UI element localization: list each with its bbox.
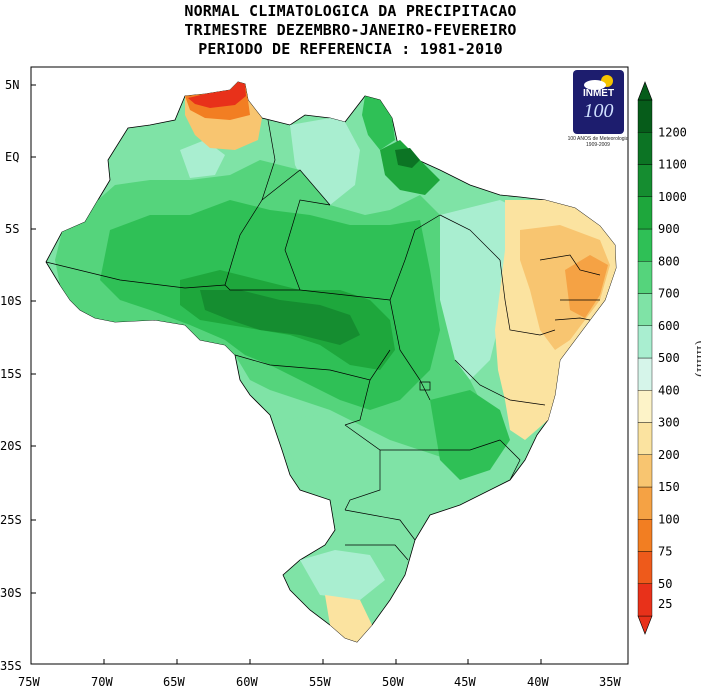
lat-ticks — [31, 84, 36, 594]
zone-roraima-light — [180, 140, 225, 178]
lat-label-15s: 15S — [0, 367, 22, 381]
lat-tick-labels: 5N EQ 5S 10S 15S 20S 25S 30S 35S — [0, 78, 22, 673]
colorbar-swatch — [637, 519, 653, 552]
state-borders — [45, 119, 601, 561]
lon-label-55w: 55W — [309, 675, 331, 689]
sun-cloud-icon — [584, 75, 613, 90]
inmet-logo: INMET 100 — [573, 70, 624, 134]
lon-label-40w: 40W — [527, 675, 549, 689]
lon-label-60w: 60W — [236, 675, 258, 689]
colorbar-label: 900 — [658, 222, 680, 236]
lon-tick-labels: 75W 70W 65W 60W 55W 50W 45W 40W 35W — [18, 675, 621, 689]
colorbar-label: 500 — [658, 351, 680, 365]
lat-label-10s: 10S — [0, 294, 22, 308]
lat-label-20s: 20S — [0, 439, 22, 453]
zone-amapa-wet — [362, 96, 395, 150]
colorbar-swatch — [637, 132, 653, 165]
zone-marajo-wet — [395, 148, 420, 168]
colorbar-swatch — [637, 583, 653, 617]
colorbar-label: 75 — [658, 545, 672, 559]
colorbar-swatch — [637, 325, 653, 359]
zone-minas-800 — [430, 390, 510, 480]
colorbar-swatch — [637, 261, 653, 294]
colorbar-swatch — [637, 99, 653, 133]
colorbar-swatch — [637, 196, 653, 230]
colorbar-swatch — [637, 486, 653, 520]
colorbar-label: 1000 — [658, 190, 687, 204]
zone-south-dry — [325, 595, 372, 642]
colorbar-swatch — [637, 293, 653, 326]
colorbar-swatch — [637, 357, 653, 391]
colorbar-label: 150 — [658, 480, 680, 494]
colorbar-unit: (mm) — [693, 340, 701, 377]
colorbar-label: 400 — [658, 383, 680, 397]
colorbar-label: 700 — [658, 287, 680, 301]
colorbar-swatch — [637, 228, 653, 262]
lon-label-75w: 75W — [18, 675, 40, 689]
logo-number: 100 — [583, 100, 614, 122]
colorbar-label: 50 — [658, 577, 672, 591]
colorbar-swatch — [637, 164, 653, 197]
lat-label-eq: EQ — [5, 150, 19, 164]
colorbar-label: 100 — [658, 512, 680, 526]
title-line-3: PERIODO DE REFERENCIA : 1981-2010 — [198, 40, 503, 58]
lon-ticks — [103, 659, 542, 664]
colorbar-swatch — [637, 422, 653, 455]
colorbar-swatch — [637, 390, 653, 423]
colorbar-label: 1100 — [658, 158, 687, 172]
logo-caption: 100 ANOS de Meteorologia 1909-2009 — [567, 136, 629, 148]
zone-northeast-drier — [520, 225, 610, 350]
zone-400-500-east — [440, 200, 520, 380]
zone-roraima-25 — [188, 82, 246, 108]
logo-name: INMET — [582, 88, 615, 99]
lon-label-50w: 50W — [382, 675, 404, 689]
colorbar-min-arrow — [637, 615, 653, 635]
title-line-2: TRIMESTRE DEZEMBRO-JANEIRO-FEVEREIRO — [184, 21, 517, 39]
colorbar-label: 1200 — [658, 125, 687, 139]
colorbar: 25 50 75 100 150 200 300 400 500 600 700 800 900 1000… — [637, 81, 687, 635]
lat-label-5n: 5N — [5, 78, 19, 92]
lon-label-65w: 65W — [163, 675, 185, 689]
lat-label-25s: 25S — [0, 513, 22, 527]
zone-amazon-1000 — [200, 290, 360, 345]
zone-400-500-south — [300, 550, 385, 600]
colorbar-label: 300 — [658, 416, 680, 430]
colorbar-swatch — [637, 551, 653, 584]
colorbar-swatch — [637, 454, 653, 488]
lon-label-45w: 45W — [454, 675, 476, 689]
map-title: NORMAL CLIMATOLOGICA DA PRECIPITACAO TRI… — [0, 2, 701, 59]
lon-label-70w: 70W — [91, 675, 113, 689]
title-line-1: NORMAL CLIMATOLOGICA DA PRECIPITACAO — [184, 2, 517, 20]
colorbar-label: 25 — [658, 597, 672, 611]
lat-label-30s: 30S — [0, 586, 22, 600]
colorbar-label: 200 — [658, 448, 680, 462]
lon-label-35w: 35W — [599, 675, 621, 689]
zone-mt-south-700 — [280, 415, 400, 500]
lat-label-5s: 5S — [5, 222, 19, 236]
colorbar-max-arrow — [637, 81, 653, 101]
colorbar-label: 600 — [658, 319, 680, 333]
colorbar-label: 800 — [658, 254, 680, 268]
lat-label-35s: 35S — [0, 659, 22, 673]
zone-northeast-driest — [565, 255, 608, 318]
